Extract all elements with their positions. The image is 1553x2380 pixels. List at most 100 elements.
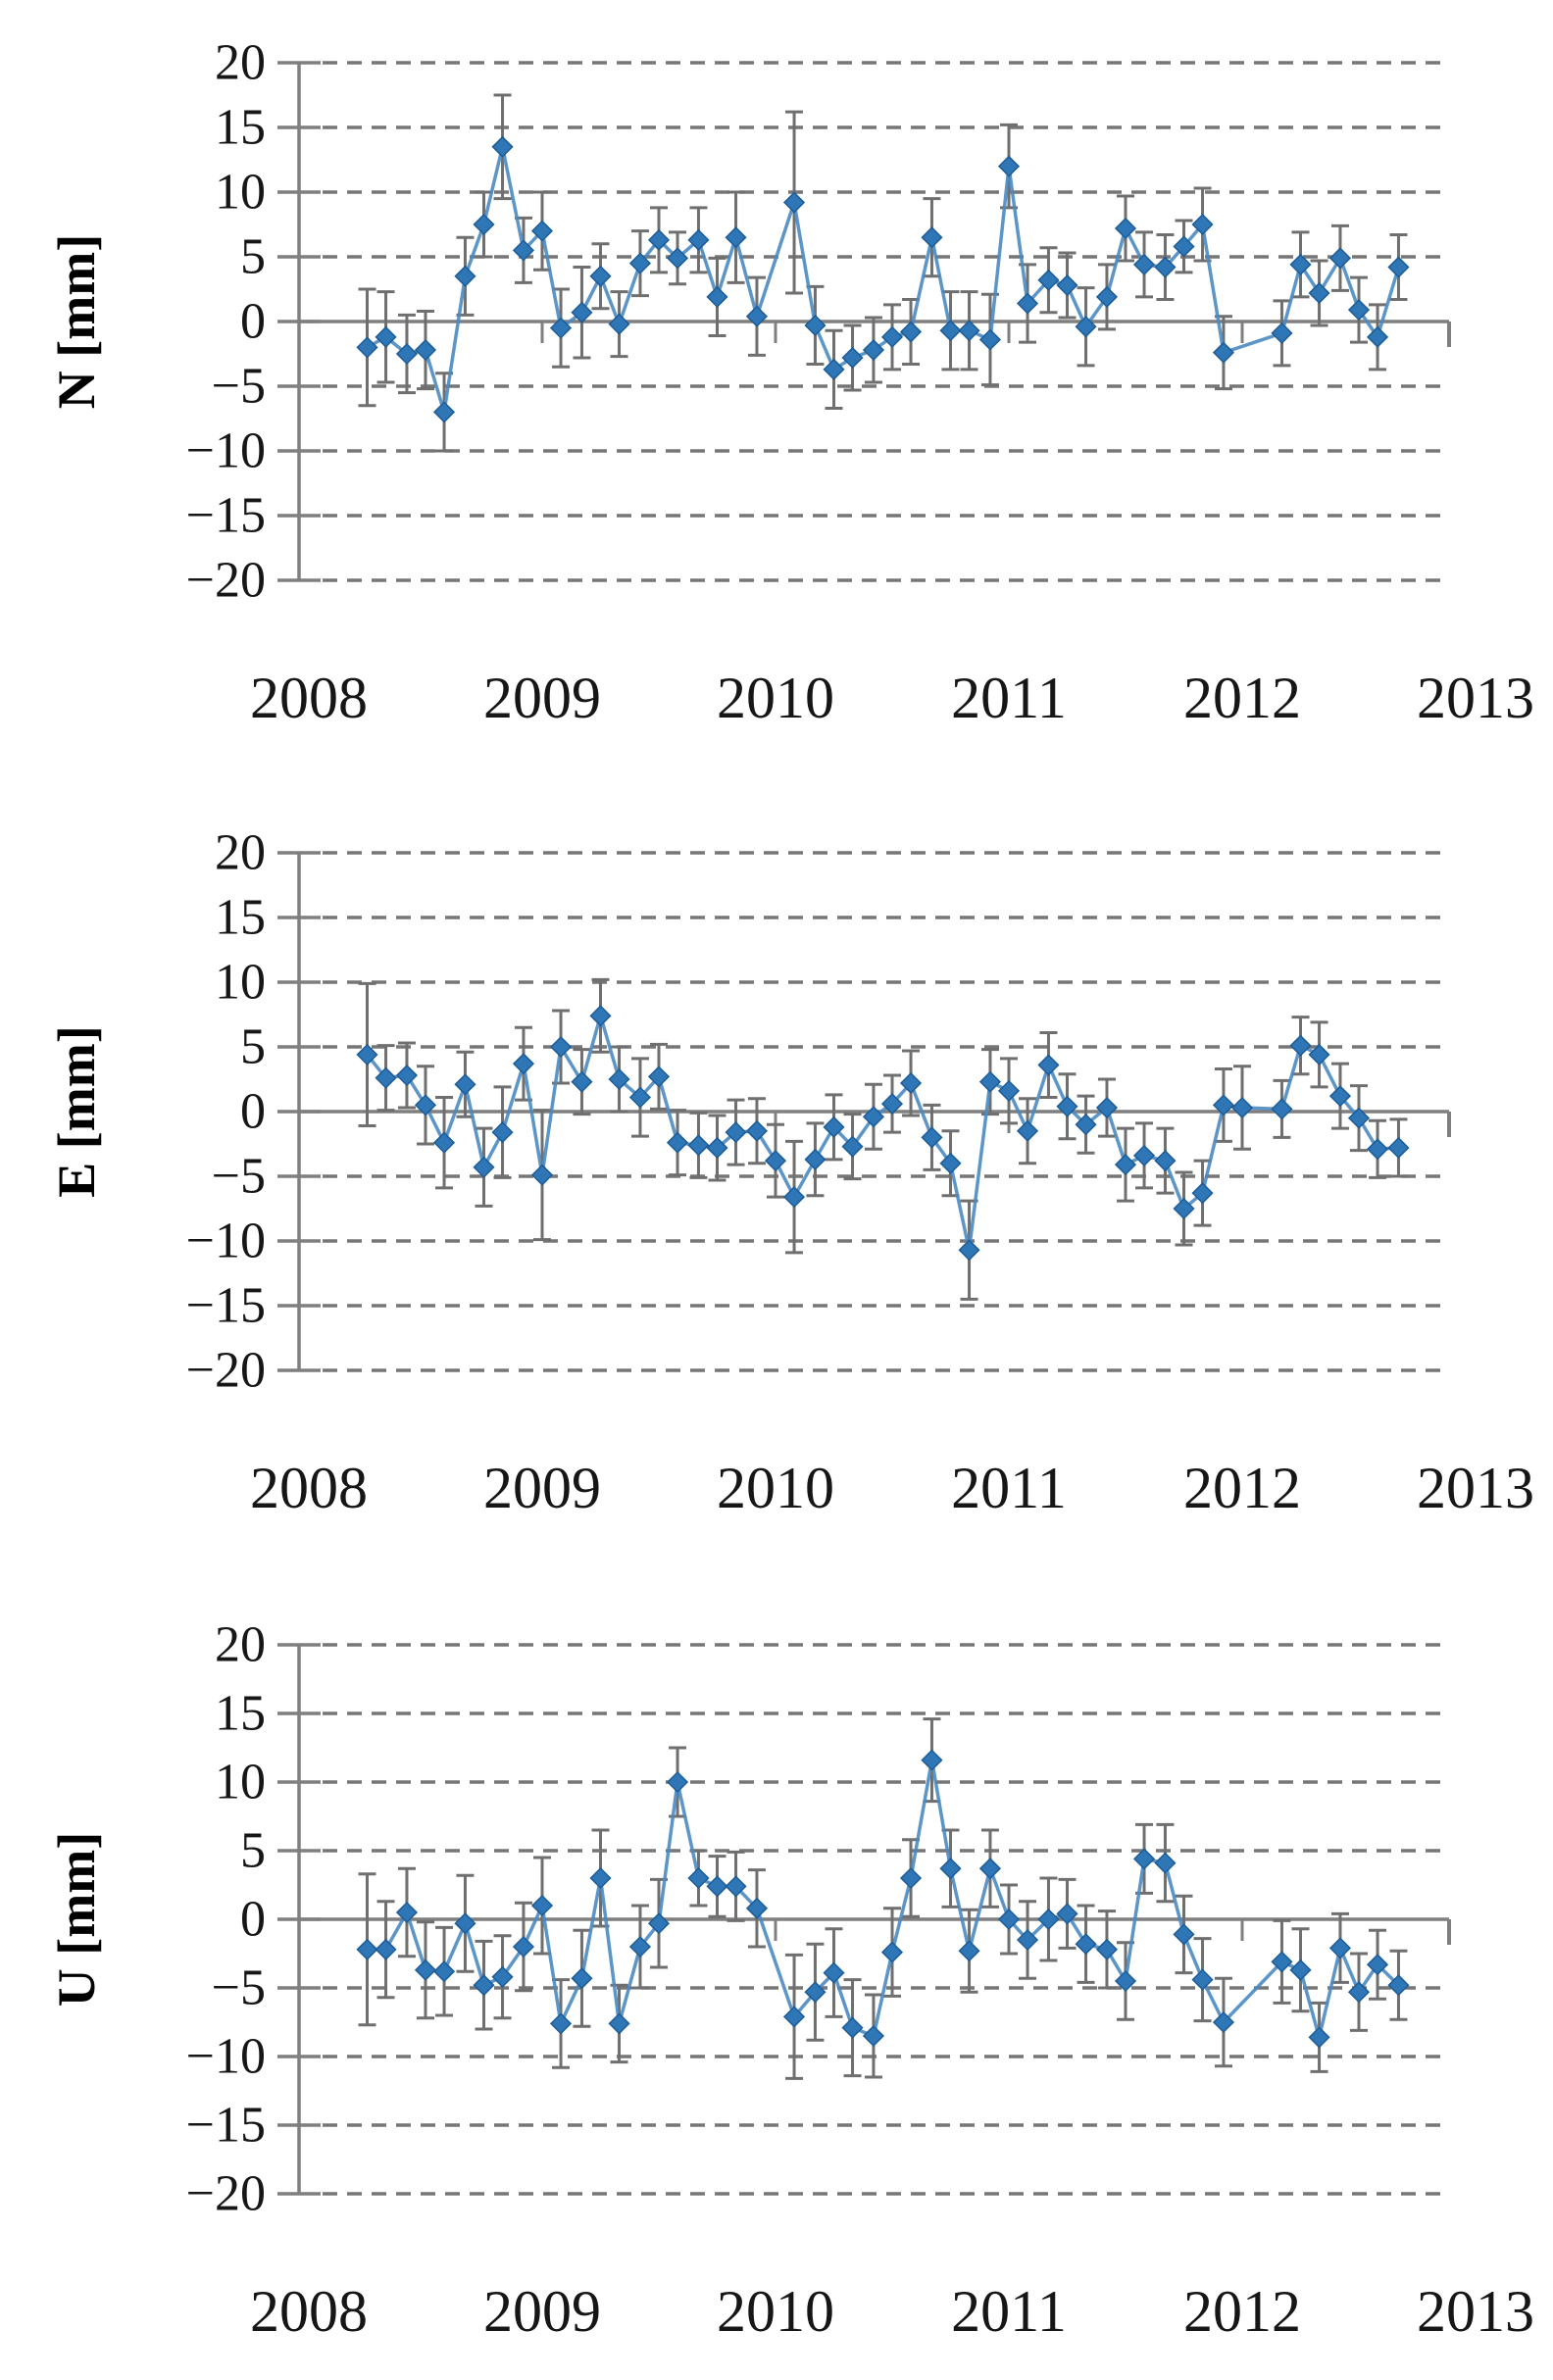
x-tick-label: 2012	[1183, 2279, 1301, 2344]
data-point	[454, 1073, 476, 1096]
n-series-line	[366, 145, 1401, 415]
data-point	[491, 1965, 514, 1988]
data-point	[549, 1035, 573, 1059]
y-tick-label: −20	[186, 2166, 266, 2222]
y-tick-label: 10	[215, 165, 266, 221]
data-point	[628, 1935, 652, 1959]
data-point	[395, 1901, 419, 1924]
data-point	[939, 1152, 962, 1174]
e-series-line	[366, 1014, 1399, 1252]
data-point	[432, 1131, 456, 1154]
data-point	[628, 252, 652, 274]
data-point	[1075, 1933, 1097, 1956]
data-point	[1132, 1848, 1156, 1870]
data-point	[512, 1935, 535, 1959]
data-point	[1154, 1150, 1177, 1172]
data-point	[1075, 316, 1097, 338]
data-point	[491, 135, 514, 158]
data-point	[1114, 1154, 1137, 1176]
n-gridlines	[323, 61, 1445, 582]
data-point	[804, 314, 827, 337]
data-point	[1289, 1959, 1312, 1981]
data-point	[666, 247, 689, 270]
data-point	[899, 1071, 923, 1095]
data-point	[530, 1164, 554, 1186]
data-point	[978, 328, 1002, 351]
data-point	[1191, 213, 1214, 236]
y-tick-label: −5	[212, 359, 266, 415]
data-point	[1308, 2026, 1330, 2049]
data-point	[1016, 1928, 1039, 1952]
data-point	[628, 1086, 652, 1109]
data-point	[530, 1894, 554, 1917]
data-point	[1366, 1954, 1389, 1976]
u-markers	[356, 1749, 1410, 2049]
data-point	[764, 1150, 787, 1172]
data-point	[1095, 1938, 1119, 1960]
x-tick-label: 2008	[250, 2279, 368, 2344]
data-point	[823, 358, 845, 380]
data-point	[414, 1959, 437, 1981]
x-tick-label: 2012	[1183, 666, 1301, 730]
data-point	[687, 228, 710, 251]
y-tick-label: 5	[240, 229, 266, 285]
data-point	[823, 1961, 845, 1984]
data-point	[1056, 273, 1078, 297]
data-point	[491, 1121, 514, 1144]
data-point	[1114, 217, 1137, 240]
data-point	[1347, 1981, 1371, 2004]
y-tick-label: −20	[186, 553, 266, 609]
y-tick-label: −10	[186, 2029, 266, 2085]
data-point	[997, 1079, 1021, 1102]
data-point	[1328, 1085, 1352, 1108]
u-series-line	[367, 1758, 1400, 2040]
y-tick-label: −5	[212, 1960, 266, 2016]
y-tick-label: −10	[186, 423, 266, 479]
data-point	[921, 1749, 943, 1771]
e-axis-title: E [mm]	[47, 1025, 106, 1197]
x-tick-label: 2013	[1417, 2279, 1534, 2344]
y-tick-label: 10	[215, 1755, 266, 1810]
y-tick-label: 0	[240, 1892, 266, 1948]
data-point	[395, 1064, 419, 1087]
data-point	[1387, 1974, 1410, 1997]
data-point	[395, 342, 419, 366]
data-point	[414, 338, 437, 362]
data-point	[512, 239, 535, 262]
y-tick-label: 15	[215, 1686, 266, 1742]
u-axis-title: U [mm]	[47, 1832, 106, 2007]
y-tick-label: 0	[240, 1084, 266, 1140]
y-tick-label: −20	[186, 1343, 266, 1399]
data-point	[1366, 1138, 1389, 1161]
n-axes	[277, 61, 1451, 582]
data-point	[823, 1116, 845, 1138]
data-point	[473, 1974, 495, 1997]
data-point	[1308, 281, 1330, 305]
data-point	[1271, 322, 1293, 344]
y-tick-label: 5	[240, 1823, 266, 1879]
data-point	[880, 1093, 904, 1116]
data-point	[899, 321, 923, 343]
data-point	[1191, 1182, 1214, 1205]
data-point	[356, 1938, 378, 1960]
x-tick-label: 2009	[483, 1456, 601, 1520]
data-point	[571, 1070, 593, 1093]
x-tick-label: 2013	[1417, 666, 1534, 730]
data-point	[571, 1967, 593, 1990]
y-tick-label: 20	[215, 1617, 266, 1673]
data-point	[1212, 341, 1235, 364]
y-tick-label: −10	[186, 1214, 266, 1269]
x-tick-label: 2011	[951, 666, 1067, 730]
data-point	[608, 1067, 630, 1091]
data-point	[958, 1239, 980, 1262]
data-point	[782, 1186, 806, 1209]
data-point	[1308, 1043, 1330, 1066]
data-point	[589, 1866, 612, 1890]
data-point	[782, 2006, 806, 2028]
data-point	[1056, 1903, 1078, 1925]
data-point	[862, 338, 885, 362]
data-point	[454, 1912, 476, 1935]
u-x-tick-labels: 2008 2009 2010 2011 2012 2013	[250, 2279, 1534, 2344]
